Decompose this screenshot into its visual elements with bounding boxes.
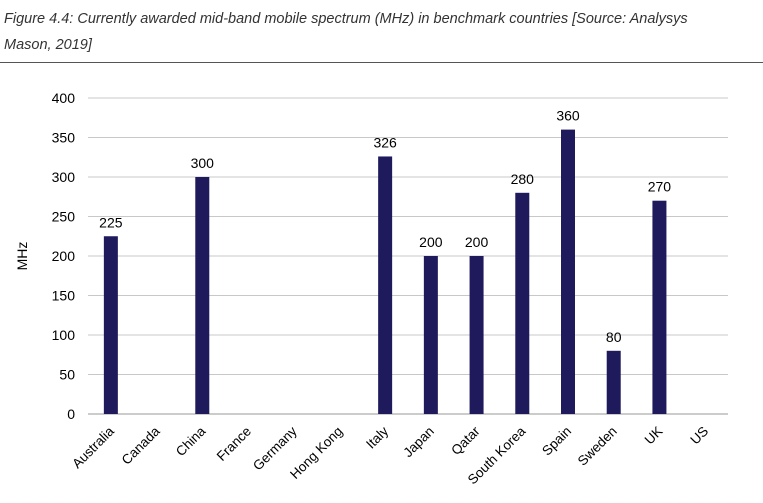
x-tick-label: Qatar [448, 423, 483, 458]
x-tick-label: Italy [363, 423, 391, 451]
data-label: 280 [511, 171, 535, 187]
y-tick-label: 400 [52, 90, 76, 106]
bar [606, 350, 621, 414]
bar [423, 256, 438, 414]
data-label: 200 [465, 234, 489, 250]
y-tick-label: 50 [59, 367, 75, 383]
bar [378, 156, 393, 414]
figure-caption: Figure 4.4: Currently awarded mid-band m… [4, 6, 756, 58]
y-tick-label: 350 [52, 130, 76, 146]
caption-divider [0, 62, 763, 63]
data-label: 360 [556, 108, 580, 124]
data-label: 300 [191, 155, 215, 171]
y-tick-label: 250 [52, 209, 76, 225]
data-label: 326 [373, 134, 397, 150]
x-tick-label: Sweden [575, 424, 620, 469]
y-tick-label: 100 [52, 327, 76, 343]
bar [103, 236, 118, 414]
y-tick-label: 300 [52, 169, 76, 185]
x-tick-label: China [173, 423, 209, 459]
x-tick-label: Canada [119, 423, 163, 467]
x-tick-label: UK [642, 424, 666, 448]
y-tick-label: 200 [52, 248, 76, 264]
bar [195, 177, 210, 414]
x-tick-label: Japan [400, 424, 437, 461]
data-label: 225 [99, 214, 123, 230]
data-label: 270 [648, 179, 672, 195]
y-axis-label: MHz [14, 242, 30, 271]
bar [469, 256, 484, 414]
x-tick-label: Spain [539, 424, 574, 459]
y-tick-label: 150 [52, 288, 76, 304]
bar [515, 192, 530, 414]
data-label: 200 [419, 234, 443, 250]
bar [561, 129, 575, 414]
data-label: 80 [606, 329, 622, 345]
x-tick-label: US [687, 424, 711, 448]
x-tick-label: Australia [69, 423, 117, 471]
caption-line-1: Figure 4.4: Currently awarded mid-band m… [4, 11, 688, 27]
bar [652, 200, 667, 414]
caption-line-2: Mason, 2019] [4, 37, 92, 53]
y-tick-label: 0 [67, 406, 75, 422]
x-tick-label: France [214, 424, 254, 464]
